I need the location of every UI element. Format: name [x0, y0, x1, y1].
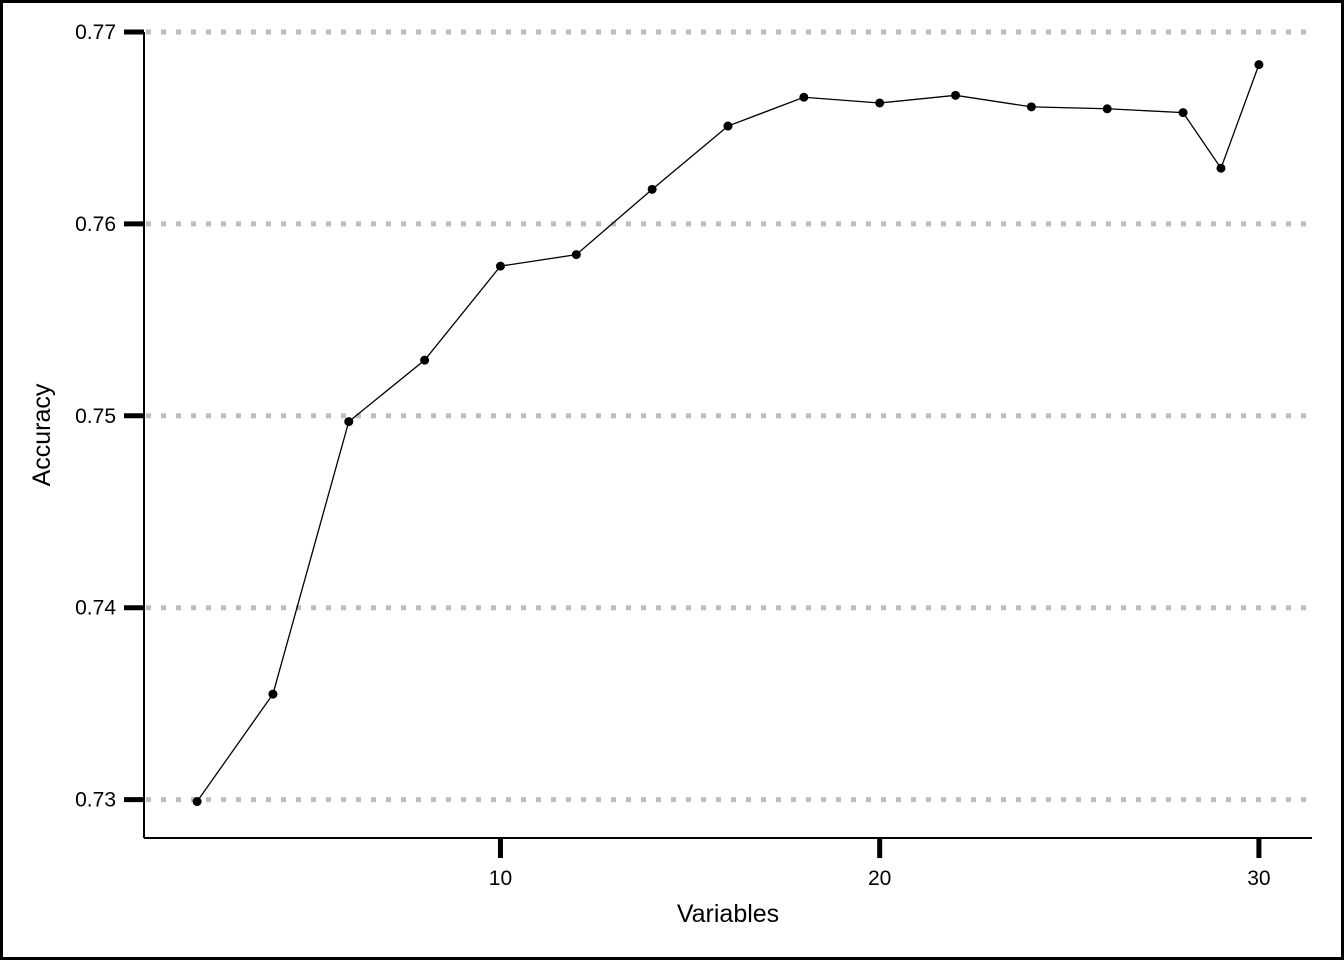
- data-point: [951, 90, 961, 100]
- x-axis-title: Variables: [677, 900, 779, 928]
- data-point: [192, 797, 202, 807]
- data-point: [799, 92, 809, 102]
- data-point: [1216, 163, 1226, 173]
- y-tick-label: 0.75: [75, 405, 116, 428]
- x-tick-label: 30: [1247, 867, 1270, 890]
- data-point: [647, 184, 657, 194]
- data-point: [1178, 108, 1188, 118]
- data-point: [571, 250, 581, 260]
- data-point: [1102, 104, 1112, 114]
- x-tick-label: 10: [489, 867, 512, 890]
- series: [192, 60, 1264, 807]
- data-point: [1026, 102, 1036, 112]
- data-point: [875, 98, 885, 108]
- data-point: [495, 261, 505, 271]
- data-point: [1254, 60, 1264, 70]
- series-line: [196, 64, 1260, 802]
- y-tick-label: 0.76: [75, 213, 116, 236]
- data-point: [344, 417, 354, 427]
- x-tick-label: 20: [868, 867, 891, 890]
- axes: [143, 32, 1312, 839]
- y-tick-label: 0.73: [75, 789, 116, 812]
- ticks: 0.73 0.74 0.75 0.76 0.77 10 20 30: [75, 21, 1270, 890]
- data-point: [420, 355, 430, 365]
- y-axis-title: Accuracy: [28, 383, 56, 486]
- y-tick-label: 0.77: [75, 21, 116, 44]
- data-point: [723, 121, 733, 131]
- grid-lines: [146, 29, 1312, 803]
- data-point: [268, 689, 278, 699]
- y-tick-label: 0.74: [75, 597, 116, 620]
